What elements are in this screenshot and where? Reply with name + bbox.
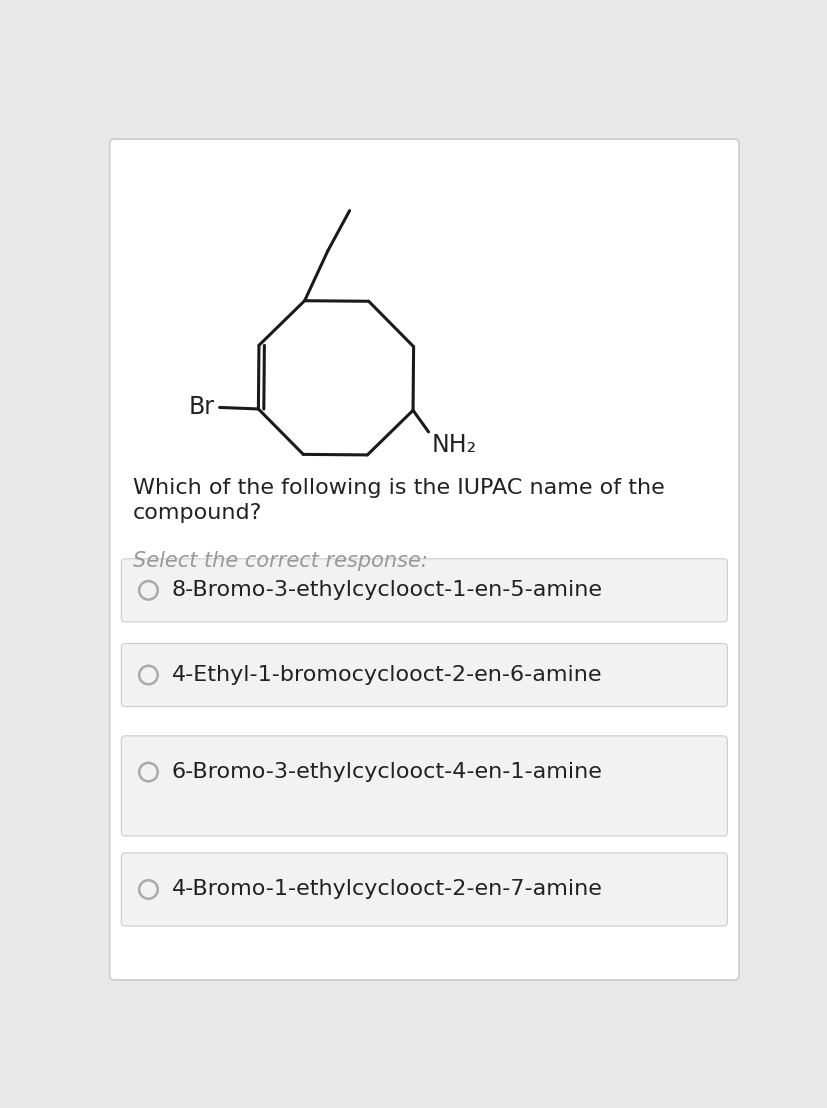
Text: Which of the following is the IUPAC name of the: Which of the following is the IUPAC name… <box>133 478 664 497</box>
Text: 4-Ethyl-1-bromocyclooct-2-en-6-amine: 4-Ethyl-1-bromocyclooct-2-en-6-amine <box>171 665 601 685</box>
FancyBboxPatch shape <box>122 736 726 835</box>
Text: Br: Br <box>189 396 215 420</box>
FancyBboxPatch shape <box>122 853 726 926</box>
Text: 4-Bromo-1-ethylcyclooct-2-en-7-amine: 4-Bromo-1-ethylcyclooct-2-en-7-amine <box>171 880 602 900</box>
FancyBboxPatch shape <box>122 644 726 707</box>
FancyBboxPatch shape <box>109 140 739 979</box>
Text: 6-Bromo-3-ethylcyclooct-4-en-1-amine: 6-Bromo-3-ethylcyclooct-4-en-1-amine <box>171 762 602 782</box>
Text: 8-Bromo-3-ethylcyclooct-1-en-5-amine: 8-Bromo-3-ethylcyclooct-1-en-5-amine <box>171 581 602 601</box>
Text: compound?: compound? <box>133 503 262 523</box>
FancyBboxPatch shape <box>122 558 726 622</box>
Text: Select the correct response:: Select the correct response: <box>133 551 428 571</box>
Text: NH₂: NH₂ <box>431 433 476 458</box>
